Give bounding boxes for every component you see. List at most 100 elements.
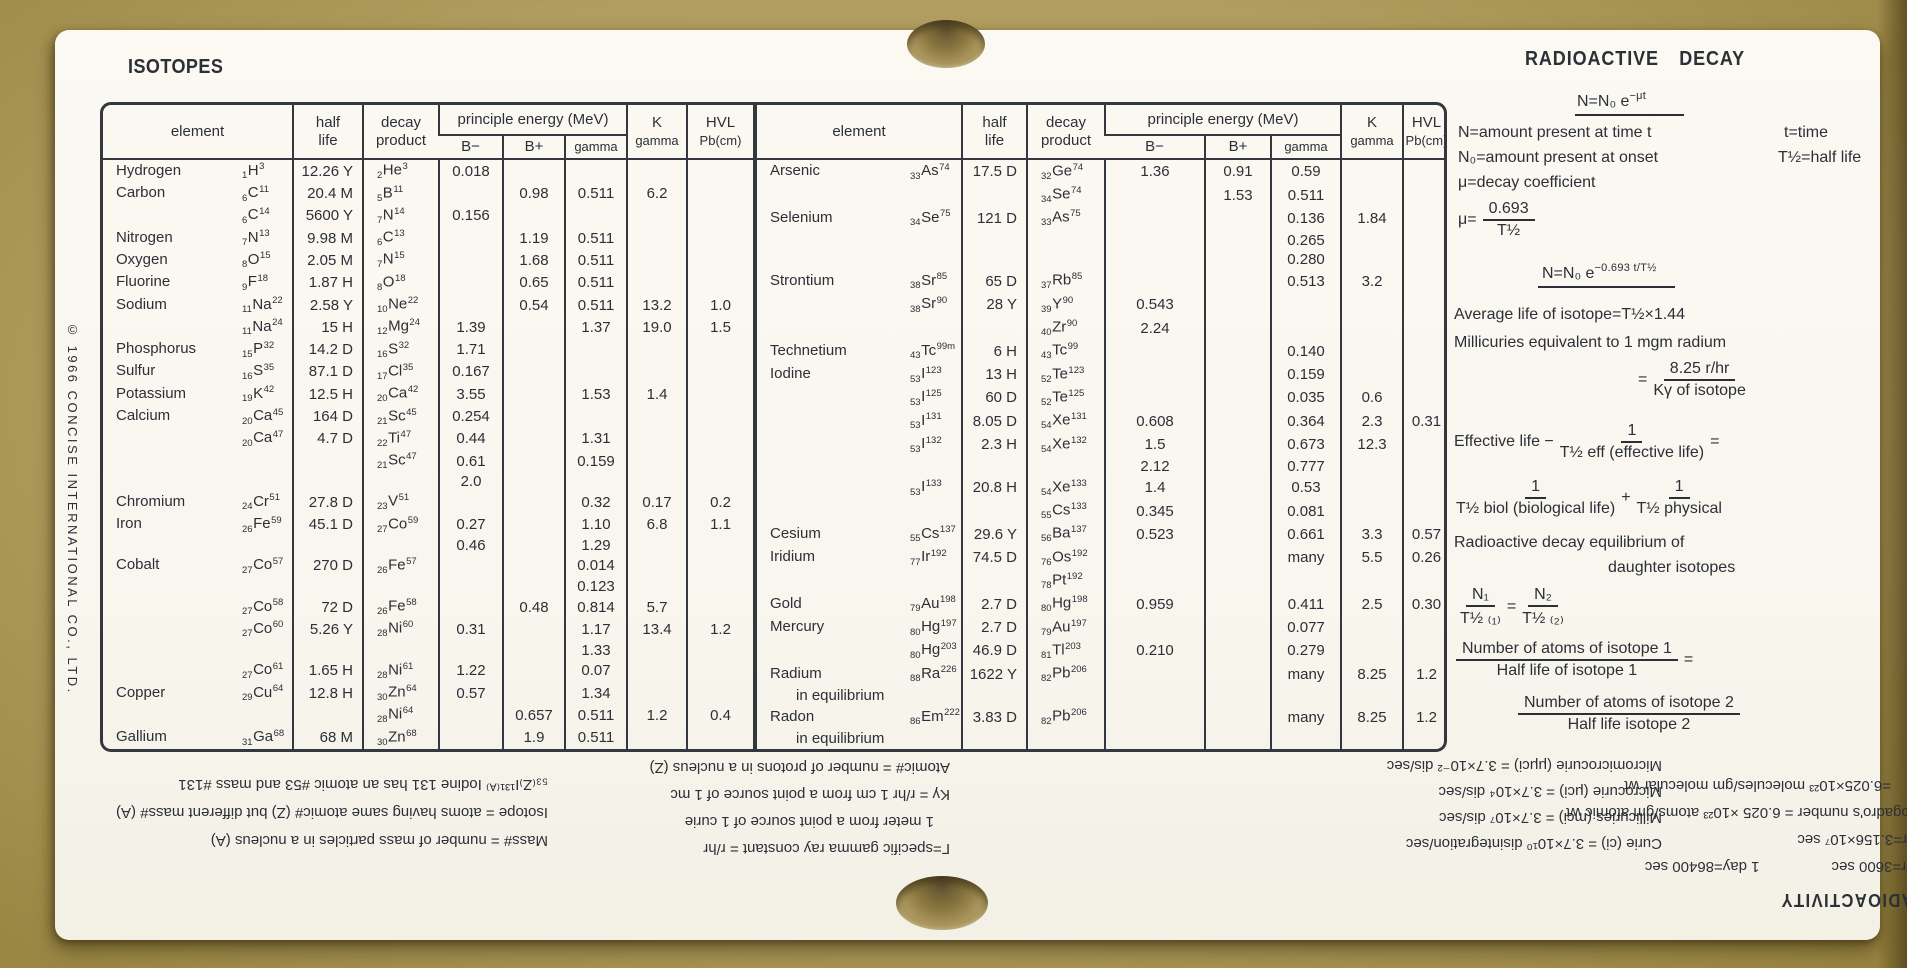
cell-beta-plus <box>1204 293 1271 317</box>
cell-k-gamma <box>626 227 687 250</box>
cell-gamma: 1.31 <box>564 427 627 450</box>
isotope-row: in equilibrium <box>757 728 1444 749</box>
cell-hvl <box>686 271 753 294</box>
mu-fraction: μ= 0.693 T½ <box>1458 200 1541 240</box>
cell-k-gamma: 12.3 <box>1340 432 1403 457</box>
cell-beta-minus <box>1104 685 1205 706</box>
cell-beta-plus <box>502 640 565 660</box>
cell-half-life <box>961 230 1027 250</box>
cell-element: 11Na24 <box>242 317 283 338</box>
cell-half-life: 5600 Y <box>292 204 363 227</box>
cell-element: Copper 29Cu64 <box>116 683 284 703</box>
cell-beta-plus <box>1204 386 1271 410</box>
cell-element: Arsenic 33As74 <box>770 161 950 182</box>
cell-k-gamma <box>626 405 687 428</box>
cell-element <box>757 456 962 476</box>
isotope-row: 0.265 <box>757 230 1444 250</box>
isotope-row: Potassium 19K42 12.5 H 20Ca42 3.55 1.53 1.4 <box>103 383 753 406</box>
cell-half-life: 270 D <box>292 554 363 578</box>
cell-hvl <box>1402 339 1444 363</box>
cell-k-gamma: 6.2 <box>626 182 687 205</box>
biological-physical-line: 1 T½ biol (biological life) + 1 T½ physica… <box>1456 478 1722 517</box>
cell-k-gamma <box>626 449 687 473</box>
cell-element: Iridium 77Ir192 <box>770 547 947 568</box>
cell-beta-minus <box>1104 545 1205 570</box>
cell-beta-minus <box>1104 269 1205 294</box>
cell-decay-product <box>1026 456 1105 477</box>
cell-decay-product: 82Pb206 <box>1026 662 1105 686</box>
cell-beta-minus: 0.210 <box>1104 639 1205 663</box>
cell-decay-product: 26Fe57 <box>362 554 439 578</box>
cell-decay-product: 7N15 <box>362 249 439 272</box>
cell-beta-minus: 0.46 <box>438 535 503 555</box>
cell-k-gamma: 8.25 <box>1340 662 1403 686</box>
cell-beta-plus <box>502 316 565 339</box>
cell-hvl <box>686 383 753 406</box>
cell-gamma: 0.279 <box>1270 639 1341 663</box>
cell-k-gamma <box>1340 499 1403 523</box>
cell-beta-plus <box>502 472 565 492</box>
cell-gamma <box>1270 293 1341 317</box>
cell-half-life: 72 D <box>292 596 363 619</box>
cell-element: Selenium 34Se75 <box>770 208 951 229</box>
cell-element: 53I131 <box>910 411 942 432</box>
cell-gamma <box>1270 316 1341 340</box>
cell-beta-minus: 0.523 <box>1104 522 1205 546</box>
cell-half-life: 12.26 Y <box>292 159 363 183</box>
isotope-row: 53I131 8.05 D 54Xe131 0.608 0.364 2.3 0.31 <box>757 409 1444 433</box>
cell-beta-minus: 1.36 <box>1104 159 1205 184</box>
avogadro-line-2: =6.025×10²³ molecules/gm molecular wt <box>1624 777 1891 794</box>
cell-beta-plus <box>502 618 565 641</box>
isotope-row: 78Pt192 <box>757 569 1444 593</box>
cell-beta-minus: 0.44 <box>438 427 503 450</box>
def-n0: N₀=amount present at onset T½=half life <box>1458 149 1862 166</box>
header-half-life: half life <box>292 105 363 160</box>
cell-k-gamma: 6.8 <box>626 513 687 536</box>
cell-beta-minus <box>438 596 503 619</box>
cell-half-life: 5.26 Y <box>292 618 363 641</box>
cell-half-life <box>961 728 1027 749</box>
cell-k-gamma <box>1340 569 1403 593</box>
cell-gamma: 0.081 <box>1270 499 1341 523</box>
cell-beta-minus <box>1104 662 1205 686</box>
cell-beta-plus <box>1204 362 1271 387</box>
cell-k-gamma <box>626 681 687 705</box>
cell-gamma: 1.34 <box>564 681 627 705</box>
cell-half-life <box>961 456 1027 477</box>
thumb-notch-bottom <box>896 876 988 930</box>
cell-decay-product: 5B11 <box>362 182 439 205</box>
atoms-fraction-1: Number of atoms of isotope 1 Half life of… <box>1450 640 1693 680</box>
cell-beta-plus <box>502 535 565 555</box>
cell-element: Technetium 43Tc99m <box>770 341 956 362</box>
cell-hvl <box>686 182 753 205</box>
isotope-row: Arsenic 33As74 17.5 D 32Ge74 1.36 0.91 0.59 <box>757 159 1444 184</box>
cell-half-life: 4.7 D <box>292 427 363 450</box>
cell-decay-product: 37Rb85 <box>1026 269 1105 294</box>
cell-beta-plus <box>502 577 565 597</box>
cell-beta-minus <box>438 491 503 514</box>
cell-gamma: many <box>1270 545 1341 570</box>
cell-decay-product: 82Pb206 <box>1026 705 1105 729</box>
cell-element <box>103 577 293 596</box>
cell-gamma <box>564 338 627 361</box>
cell-hvl: 0.26 <box>1402 545 1444 570</box>
cell-k-gamma <box>626 554 687 578</box>
cell-element: Radium 88Ra226 <box>770 664 957 685</box>
cell-beta-plus: 0.98 <box>502 182 565 205</box>
cell-k-gamma <box>626 427 687 450</box>
cell-element: Cesium 55Cs137 <box>770 524 956 545</box>
cell-gamma: 0.280 <box>1270 249 1341 270</box>
cell-beta-minus <box>1104 183 1205 207</box>
cell-decay-product: 54Xe132 <box>1026 432 1105 457</box>
isotope-row: Radon 86Em222 3.83 D 82Pb206 many 8.25 1.2 <box>757 705 1444 729</box>
cell-element: Strontium 38Sr85 <box>770 271 948 292</box>
cell-decay-product: 28Ni60 <box>362 618 439 641</box>
cell-element: 80Hg203 <box>910 640 957 661</box>
cell-half-life: 164 D <box>292 405 363 428</box>
cell-beta-minus: 0.31 <box>438 618 503 641</box>
cell-decay-product: 79Au197 <box>1026 615 1105 640</box>
cell-beta-plus <box>502 159 565 183</box>
cell-k-gamma <box>626 338 687 361</box>
table-divider <box>753 105 757 749</box>
cell-hvl <box>1402 362 1444 387</box>
